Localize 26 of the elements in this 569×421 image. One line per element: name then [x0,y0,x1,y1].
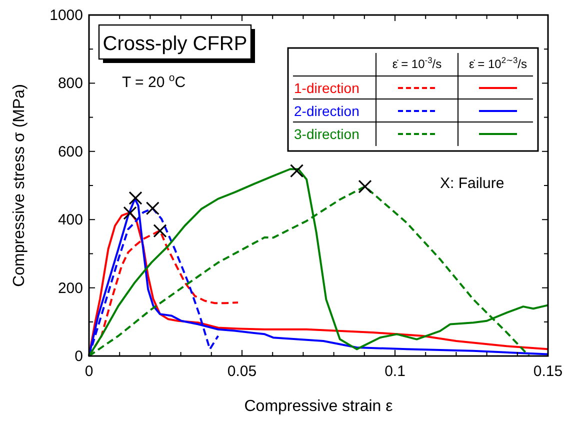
point [128,191,142,205]
text: 2-direction [294,103,360,119]
annotation: ε̇ = 10$^{-3}$/s [392,55,442,71]
y-tick-label: 600 [58,143,83,160]
point [290,164,304,178]
x-tick-label: 0.1 [384,363,406,380]
y-tick-label: 200 [58,280,83,297]
y-axis-title: Compressive stress σ (MPa) [11,84,28,287]
text: 1-direction [294,80,360,96]
text: Cross-ply CFRP [102,33,248,55]
x-tick-label: 0.15 [533,363,563,380]
annotation: ε̇ = 10$^{2∼3}$/s [468,55,528,71]
point [146,202,160,216]
point [153,224,167,238]
y-tick-label: 0 [74,348,83,365]
x-axis-title: Compressive strain ε [244,398,393,415]
x-tick-label: 0 [84,363,94,380]
x-tick-label: 0.05 [227,363,257,380]
annotation: X: Failure [440,175,504,192]
point [123,206,137,220]
y-tick-label: 1000 [50,7,83,24]
series-label: 3-direction [294,126,360,142]
y-tick-label: 400 [58,212,83,229]
annotation: T = 20 $^{o}$C [122,72,186,91]
point [358,180,372,194]
y-tick-label: 800 [58,75,83,92]
